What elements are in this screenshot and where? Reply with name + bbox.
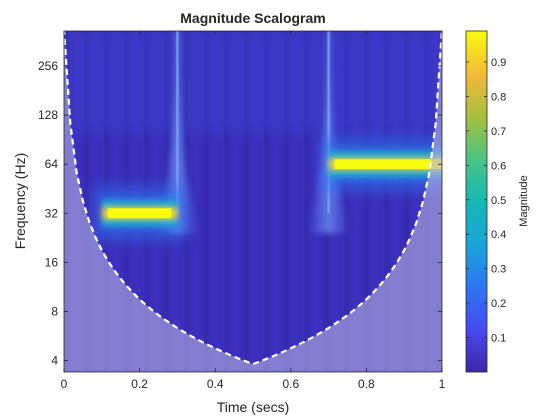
texture-stripe	[404, 31, 409, 372]
colorbar-tick-label: 0.6	[491, 160, 506, 172]
feature-layer	[93, 31, 442, 242]
x-tick-label: 1	[439, 377, 446, 391]
plot-area	[64, 31, 442, 372]
texture-stripe	[224, 31, 229, 372]
tone-peak	[107, 208, 172, 219]
y-axis: 4 8 16 32 64 128 256	[38, 59, 442, 367]
texture-stripe	[374, 31, 379, 372]
y-tick-label: 16	[45, 255, 59, 269]
plot-frame	[63, 30, 443, 373]
transient-core	[176, 31, 179, 214]
y-tick-label: 32	[45, 206, 59, 220]
texture-stripe	[354, 31, 359, 372]
texture-stripe	[414, 31, 419, 372]
colorbar-tick-label: 0.2	[491, 298, 506, 310]
texture-stripe	[394, 31, 399, 372]
colorbar-tick-label: 0.3	[491, 264, 506, 276]
coi-shade	[64, 31, 442, 372]
texture-stripe	[344, 31, 349, 372]
colorbar-tick-label: 0.1	[491, 333, 506, 345]
upper-glow	[64, 31, 442, 133]
texture-stripe	[84, 31, 89, 372]
texture-stripe	[214, 31, 219, 372]
y-tick-label: 128	[38, 108, 58, 122]
x-tick-label: 0.4	[207, 377, 224, 391]
texture-stripe	[274, 31, 279, 372]
texture-stripe	[234, 31, 239, 372]
x-axis-label: Time (secs)	[217, 399, 290, 415]
chart-title: Magnitude Scalogram	[180, 10, 325, 26]
y-tick-label: 256	[38, 59, 58, 73]
colorbar-tick-label: 0.7	[491, 126, 506, 138]
colorbar-tick-label: 0.9	[491, 57, 506, 69]
colorbar: 0.1 0.2 0.3 0.4 0.5 0.6 0.7 0.8 0.9 Magnitude	[465, 30, 530, 373]
colorbar-ticks: 0.1 0.2 0.3 0.4 0.5 0.6 0.7 0.8 0.9	[466, 57, 506, 345]
x-tick-label: 0.2	[131, 377, 148, 391]
colorbar-gradient	[465, 30, 488, 373]
colorbar-tick-label: 0.4	[491, 229, 506, 241]
y-tick-label: 64	[45, 157, 59, 171]
texture-stripe	[244, 31, 249, 372]
x-tick-label: 0.8	[358, 377, 375, 391]
y-axis-label: Frequency (Hz)	[12, 153, 28, 249]
colorbar-tick-label: 0.5	[491, 195, 506, 207]
colorbar-label: Magnitude	[518, 175, 530, 226]
texture-stripe	[254, 31, 259, 372]
y-tick-label: 4	[51, 353, 58, 367]
texture-stripe	[304, 31, 309, 372]
x-tick-label: 0	[61, 377, 68, 391]
transient-core	[327, 31, 330, 214]
coi-line	[64, 31, 442, 366]
x-axis: 0 0.2 0.4 0.6 0.8 1	[61, 31, 446, 391]
texture-stripe	[204, 31, 209, 372]
tone-peak	[334, 159, 442, 170]
texture-stripe	[194, 31, 199, 372]
texture-stripe	[264, 31, 269, 372]
texture-stripe	[364, 31, 369, 372]
texture-stripe	[294, 31, 299, 372]
texture-stripe	[384, 31, 389, 372]
x-tick-label: 0.6	[282, 377, 299, 391]
colorbar-tick-label: 0.8	[491, 91, 506, 103]
texture-stripe	[284, 31, 289, 372]
y-tick-label: 8	[51, 304, 58, 318]
